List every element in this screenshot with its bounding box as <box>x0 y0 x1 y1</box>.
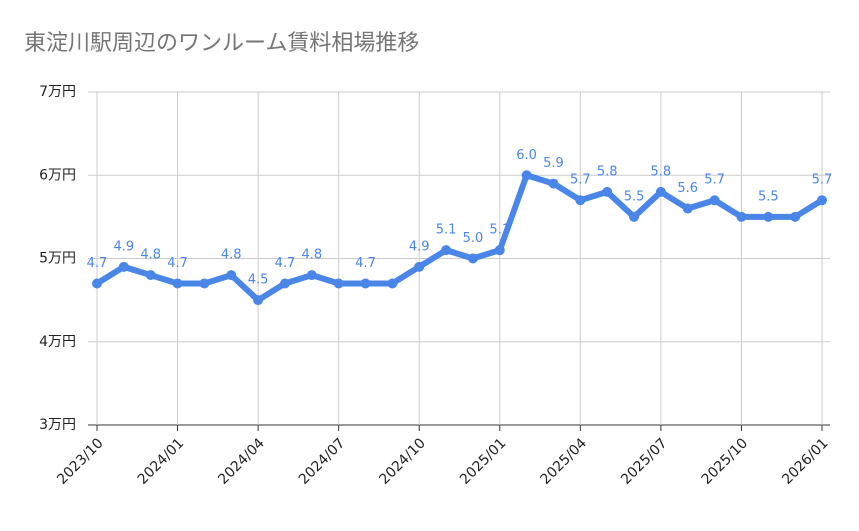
data-label: 5.5 <box>624 189 645 204</box>
point <box>709 195 720 206</box>
data-label: 4.7 <box>167 256 188 271</box>
point <box>441 245 452 256</box>
x-tick-label: 2024/04 <box>215 435 268 488</box>
y-tick-label: 5万円 <box>39 251 76 267</box>
data-label: 4.9 <box>114 239 135 254</box>
point <box>306 270 317 281</box>
point <box>548 178 559 189</box>
data-label: 5.7 <box>704 173 725 188</box>
point <box>602 186 613 197</box>
x-tick-label: 2026/01 <box>779 435 831 487</box>
data-label: 5.8 <box>651 164 672 179</box>
data-label: 5.0 <box>463 231 484 246</box>
data-label: 5.8 <box>597 164 618 179</box>
point <box>763 211 774 222</box>
data-label: 4.7 <box>275 256 296 271</box>
data-label: 5.1 <box>489 223 510 238</box>
x-tick-label: 2025/07 <box>618 435 670 487</box>
point <box>575 195 586 206</box>
data-label: 6.0 <box>516 148 537 163</box>
point <box>521 170 532 181</box>
data-label: 4.7 <box>87 256 108 271</box>
point <box>279 278 290 289</box>
x-tick-label: 2024/01 <box>135 435 187 487</box>
data-label: 4.8 <box>301 248 322 263</box>
point <box>682 203 693 214</box>
y-tick-label: 4万円 <box>39 334 76 350</box>
x-tick-label: 2023/10 <box>54 435 106 487</box>
point <box>253 295 264 306</box>
point <box>494 245 505 256</box>
point <box>414 261 425 272</box>
point <box>199 278 210 289</box>
data-label: 5.9 <box>543 156 564 171</box>
data-label: 4.5 <box>248 273 269 288</box>
point <box>817 195 827 206</box>
data-label: 5.1 <box>436 223 457 238</box>
x-tick-label: 2025/10 <box>699 435 751 487</box>
point <box>360 278 371 289</box>
x-tick-label: 2024/10 <box>376 435 428 487</box>
data-label: 4.7 <box>355 256 376 271</box>
point <box>333 278 344 289</box>
point <box>172 278 183 289</box>
point <box>387 278 398 289</box>
data-label: 5.7 <box>570 173 591 188</box>
point <box>467 253 478 264</box>
y-tick-label: 7万円 <box>39 84 76 100</box>
line <box>95 172 824 304</box>
point <box>790 211 801 222</box>
y-tick-label: 6万円 <box>39 167 76 183</box>
point <box>118 261 129 272</box>
point <box>226 270 237 281</box>
point <box>655 186 666 197</box>
point <box>145 270 156 281</box>
x-tick-label: 2024/07 <box>296 435 348 487</box>
data-label: 5.7 <box>812 173 833 188</box>
data-label: 4.8 <box>221 248 242 263</box>
y-tick-label: 3万円 <box>39 417 76 433</box>
point <box>629 211 640 222</box>
data-label: 5.6 <box>677 181 698 196</box>
point <box>92 278 102 289</box>
x-tick-label: 2025/04 <box>538 435 591 488</box>
x-tick-label: 2025/01 <box>457 435 509 487</box>
data-label: 5.5 <box>758 189 779 204</box>
point <box>736 211 747 222</box>
data-label: 4.8 <box>140 248 161 263</box>
chart-title: 東淀川駅周辺のワンルーム賃料相場推移 <box>24 31 419 56</box>
data-label: 4.9 <box>409 239 430 254</box>
